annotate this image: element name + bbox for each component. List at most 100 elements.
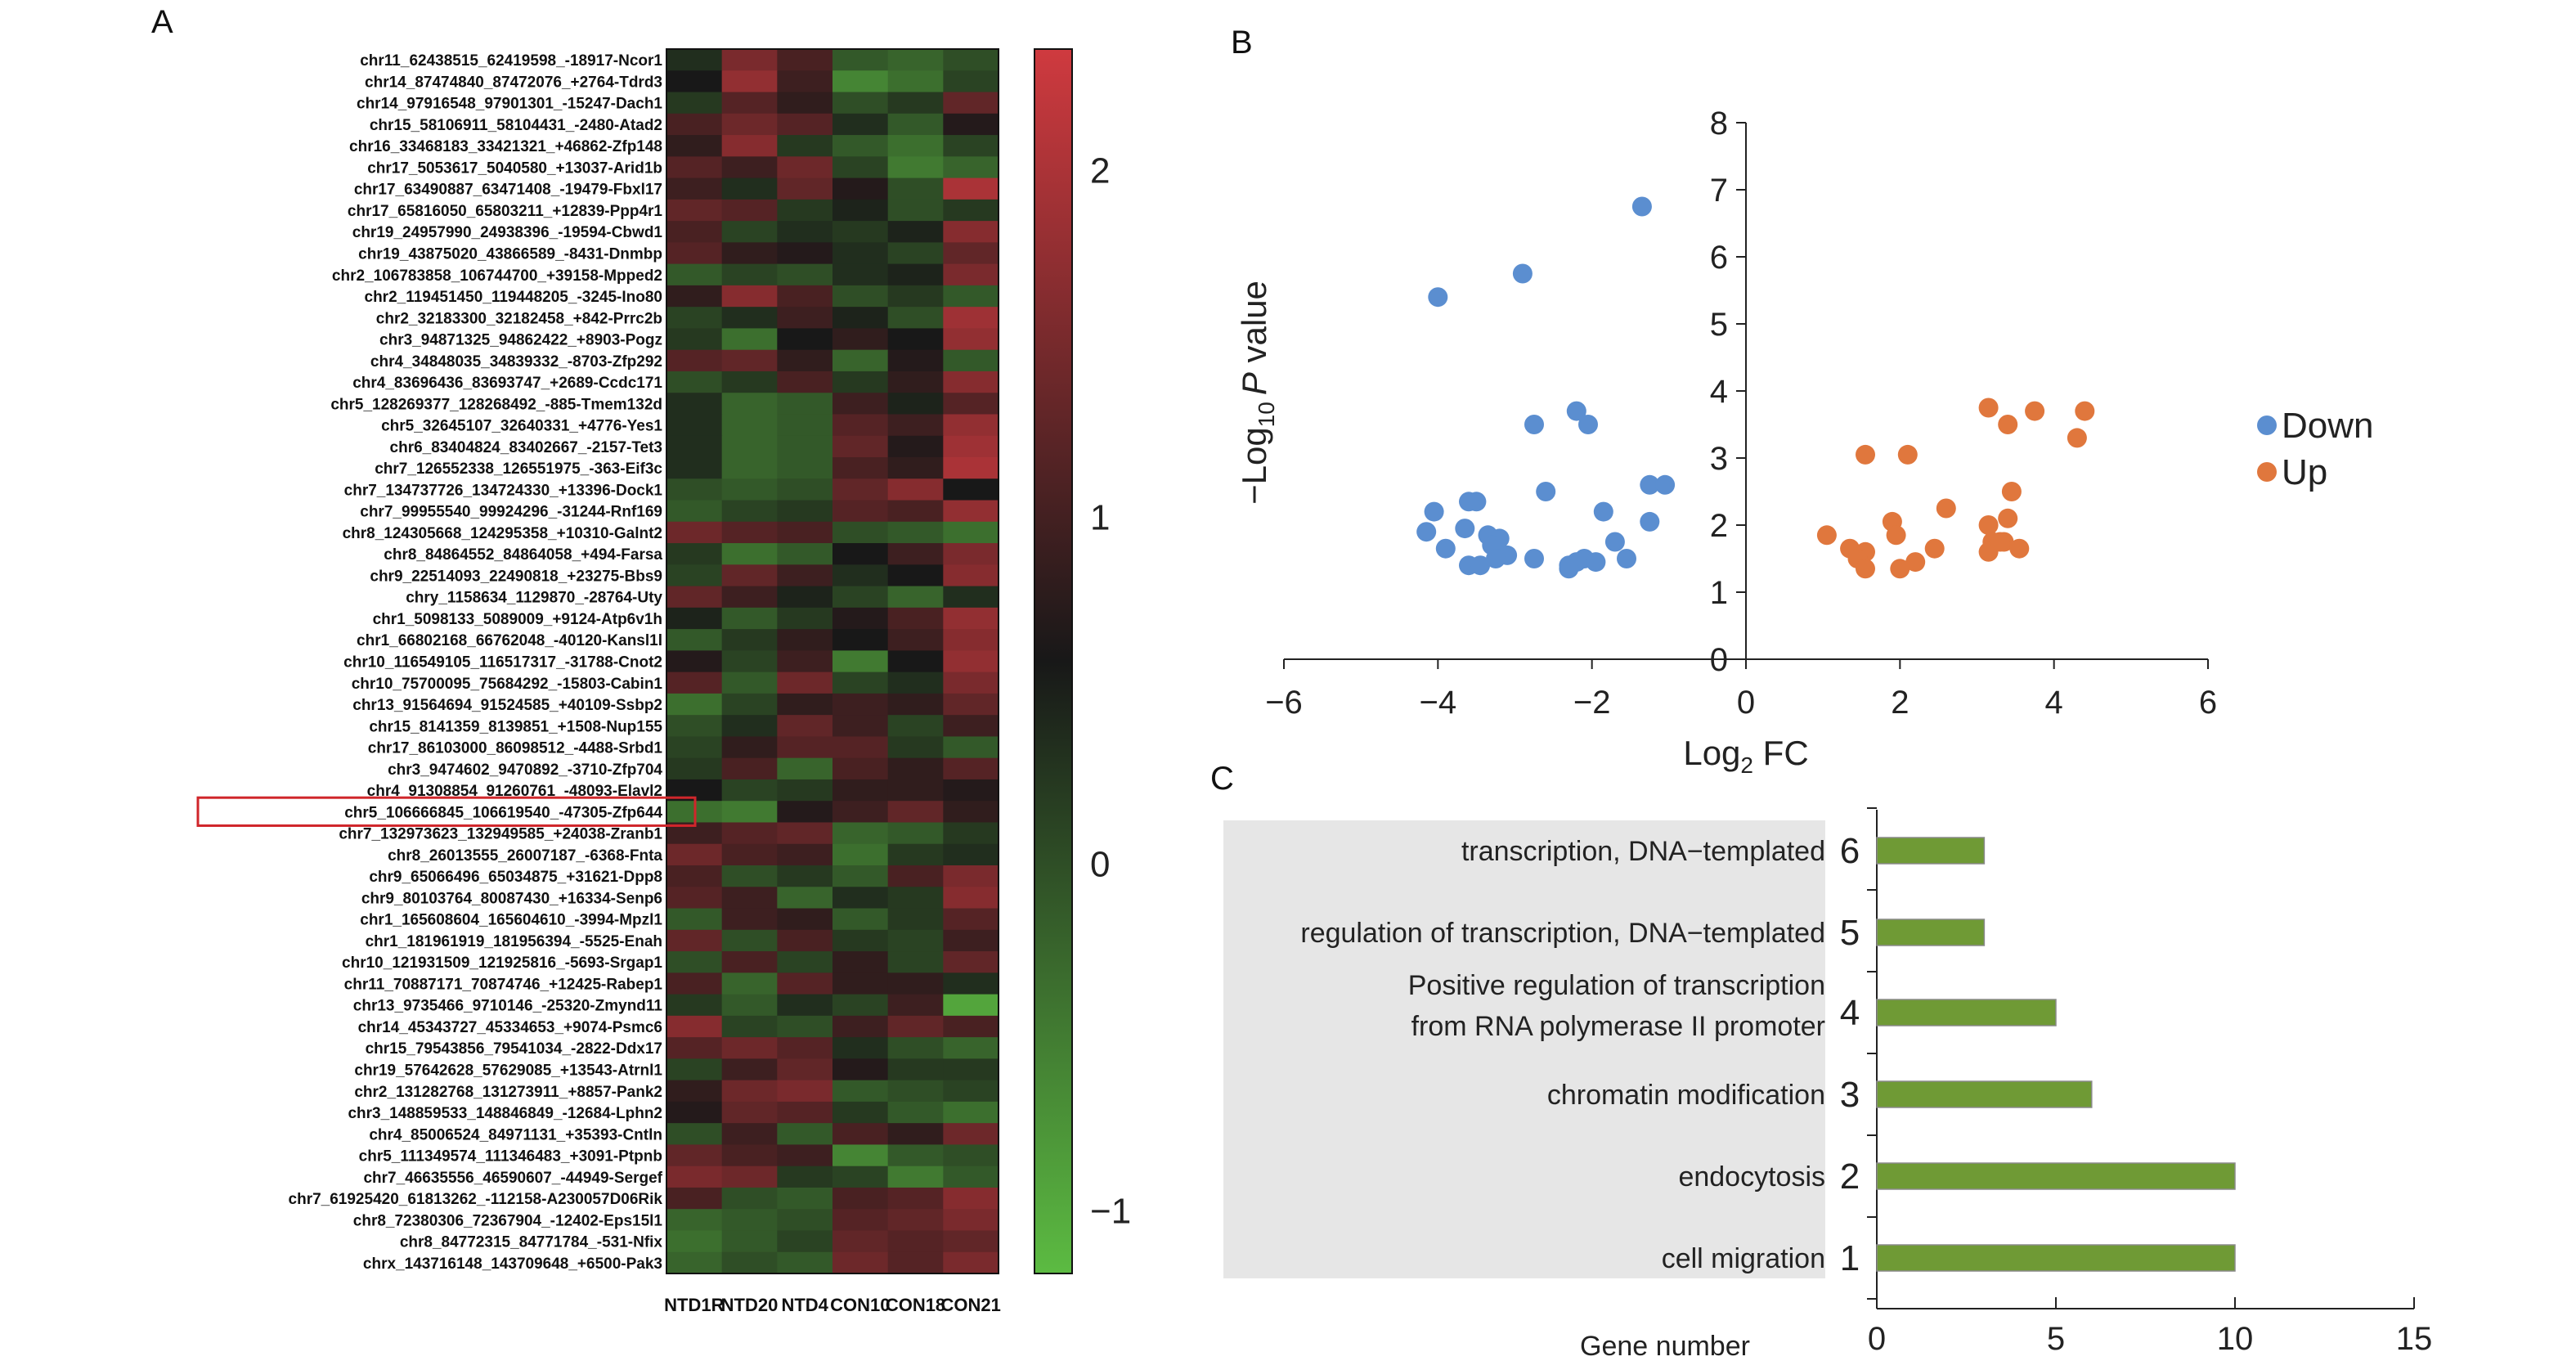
panel-b-letter: B: [1231, 25, 1253, 61]
heatmap-cell: [721, 1187, 778, 1210]
volcano-x-tick-label: −2: [1573, 685, 1611, 721]
heatmap-cell: [721, 1209, 778, 1232]
colorbar-ticks: 2 1 0 −1: [1090, 150, 1131, 1231]
heatmap-row-label: chr2_32183300_32182458_+842-Prrc2b: [376, 310, 662, 327]
heatmap-cell: [887, 543, 944, 565]
heatmap-row-label: chr7_99955540_99924296_-31244-Rnf169: [360, 504, 662, 521]
heatmap-cell: [887, 1080, 944, 1103]
heatmap-cell: [943, 414, 999, 437]
heatmap-column-label: NTD20: [721, 1295, 779, 1315]
heatmap-row-label: chr2_131282768_131273911_+8857-Pank2: [354, 1084, 662, 1101]
heatmap-cell: [777, 908, 833, 931]
heatmap-cell: [832, 156, 889, 179]
heatmap-row-label: chr2_119451450_119448205_-3245-Ino80: [365, 289, 663, 306]
heatmap-cell: [832, 650, 889, 673]
heatmap-cell: [721, 70, 778, 93]
up-point: [1897, 444, 1918, 465]
heatmap-cell: [943, 478, 999, 501]
heatmap-cell: [777, 951, 833, 973]
heatmap-row-label: chr11_70887171_70874746_+12425-Rabep1: [344, 976, 663, 993]
heatmap-cell: [721, 1230, 778, 1253]
go-rank-label: 6: [1840, 831, 1860, 871]
volcano-y-tick-label: 8: [1710, 106, 1728, 141]
heatmap-row-label: chr17_65816050_65803211_+12839-Ppp4r1: [348, 203, 663, 220]
heatmap-row-label: chr8_72380306_72367904_-12402-Eps15l1: [353, 1212, 663, 1229]
heatmap-cell: [777, 929, 833, 952]
heatmap-cell: [777, 1144, 833, 1167]
colorbar-tick-label: −1: [1090, 1192, 1131, 1232]
heatmap-cell: [777, 199, 833, 222]
heatmap-cell: [721, 1037, 778, 1059]
heatmap-cell: [721, 715, 778, 738]
heatmap-cell: [721, 349, 778, 372]
heatmap-cell: [666, 49, 723, 71]
heatmap-cell: [887, 199, 944, 222]
heatmap-cell: [832, 865, 889, 887]
heatmap-cell: [943, 177, 999, 200]
heatmap-cell: [777, 757, 833, 780]
heatmap-cell: [943, 500, 999, 523]
heatmap-cell: [943, 1251, 999, 1274]
heatmap-cell: [943, 1058, 999, 1081]
heatmap-cell: [777, 285, 833, 308]
heatmap-cell: [887, 135, 944, 157]
down-point: [1631, 196, 1652, 217]
down-point: [1416, 522, 1437, 542]
down-point: [1655, 474, 1676, 495]
heatmap-cell: [887, 393, 944, 415]
heatmap-cell: [832, 1209, 889, 1232]
heatmap-cell: [777, 629, 833, 651]
heatmap-cell: [777, 1230, 833, 1253]
heatmap-cell: [721, 1058, 778, 1081]
heatmap-cell: [666, 607, 723, 630]
up-point: [1905, 552, 1926, 573]
heatmap-cell: [721, 586, 778, 609]
heatmap-cell: [887, 349, 944, 372]
heatmap-cell: [943, 607, 999, 630]
heatmap-cell: [832, 586, 889, 609]
heatmap-row-label: chr19_43875020_43866589_-8431-Dnmbp: [358, 246, 662, 263]
heatmap-cell: [887, 693, 944, 716]
heatmap-cell: [943, 693, 999, 716]
heatmap-cell: [887, 285, 944, 308]
heatmap-cell: [777, 135, 833, 157]
heatmap-cell: [721, 865, 778, 887]
heatmap-cell: [777, 994, 833, 1017]
heatmap-cell: [887, 371, 944, 393]
up-point: [1978, 515, 1999, 535]
heatmap-cell: [832, 887, 889, 910]
heatmap-cell: [666, 221, 723, 243]
heatmap-cell: [721, 113, 778, 136]
heatmap-cell: [721, 285, 778, 308]
heatmap-cell: [666, 1166, 723, 1188]
heatmap-cell: [832, 1251, 889, 1274]
heatmap-cell: [721, 263, 778, 286]
heatmap-cell: [943, 242, 999, 265]
volcano-y-tick-label: 4: [1710, 374, 1728, 410]
heatmap-cell: [887, 221, 944, 243]
heatmap-cell: [887, 1037, 944, 1059]
heatmap-cell: [887, 887, 944, 910]
heatmap-cell: [721, 972, 778, 995]
up-point: [1856, 444, 1875, 465]
heatmap-cell: [832, 715, 889, 738]
heatmap-cell: [777, 1080, 833, 1103]
heatmap-cell: [721, 371, 778, 393]
heatmap-cell: [887, 1101, 944, 1124]
heatmap-cell: [666, 951, 723, 973]
heatmap-cell: [943, 994, 999, 1017]
heatmap-cell: [777, 843, 833, 866]
heatmap-cell: [721, 1251, 778, 1274]
volcano-y-tick-label: 0: [1710, 642, 1728, 678]
heatmap-cell: [666, 242, 723, 265]
heatmap-cell: [721, 543, 778, 565]
heatmap-cell: [666, 865, 723, 887]
volcano-y-tick-label: 3: [1710, 441, 1728, 477]
heatmap-cell: [832, 629, 889, 651]
go-bar: [1876, 837, 1986, 865]
heatmap-cell: [887, 822, 944, 845]
heatmap-cell: [721, 822, 778, 845]
go-label-background: [1223, 820, 1825, 1278]
heatmap-row-label: chry_1158634_1129870_-28764-Uty: [406, 590, 662, 607]
